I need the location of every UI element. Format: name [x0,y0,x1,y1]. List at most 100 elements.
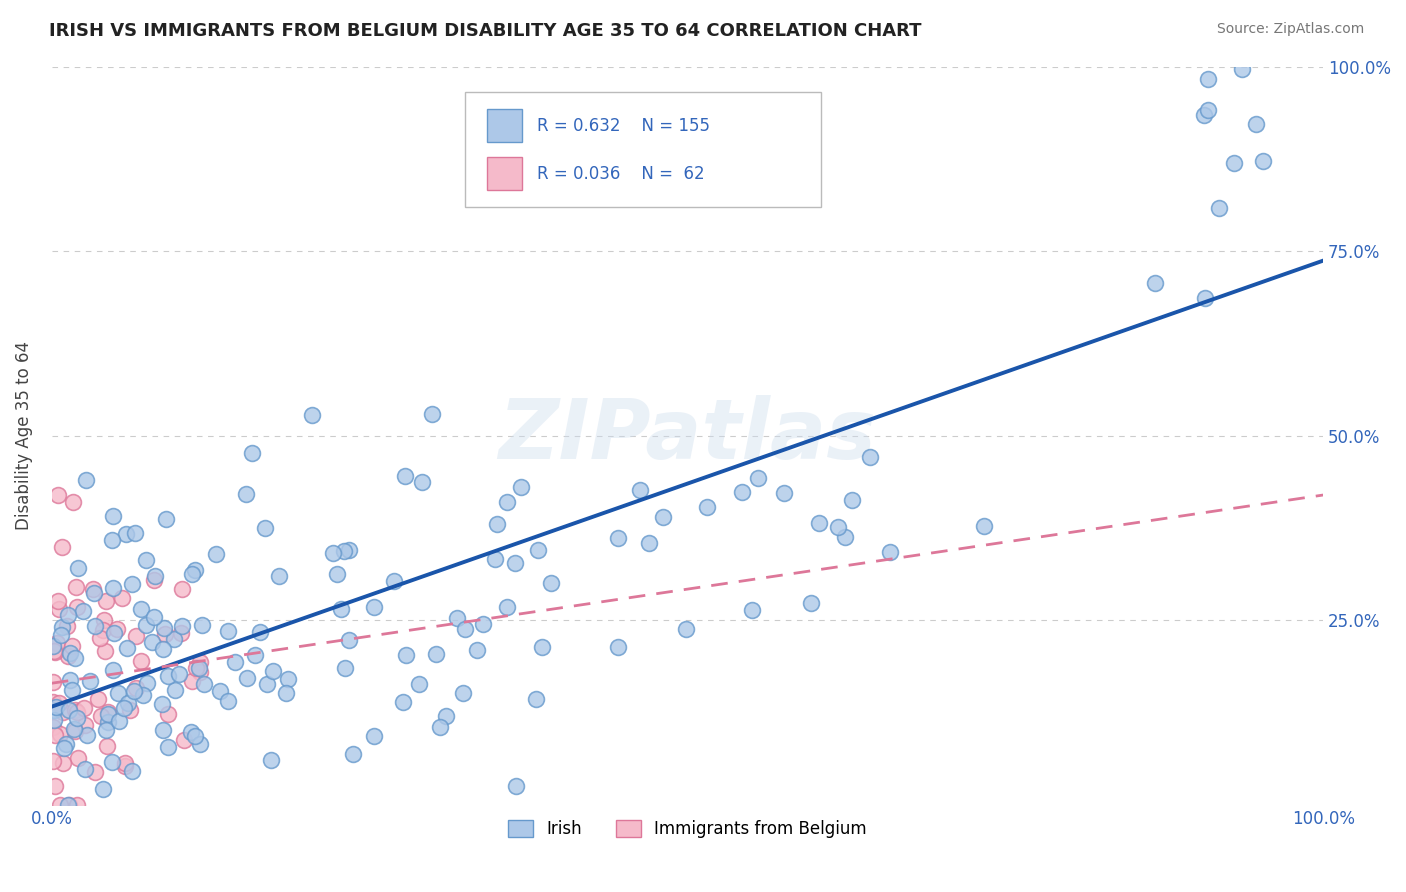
Point [394,648,416,662]
Text: R = 0.632    N = 155: R = 0.632 N = 155 [537,117,710,135]
Point [45,635,67,649]
Point [52,740,75,755]
Point [42,639,65,653]
Point [93,613,115,627]
Point [153,627,176,641]
Legend: Irish, Immigrants from Belgium: Irish, Immigrants from Belgium [502,814,873,845]
Point [188,738,211,752]
Point [465,643,488,657]
Point [42,713,65,727]
Point [56,649,79,664]
Point [193,677,215,691]
FancyBboxPatch shape [486,157,522,190]
Point [180,567,202,582]
Point [242,445,264,459]
Point [105,622,128,636]
Point [58,797,80,812]
Point [859,450,882,465]
Point [156,706,179,721]
Point [1208,201,1230,215]
Point [152,642,174,657]
Point [446,610,468,624]
Point [799,596,821,610]
Point [76,728,98,742]
Point [52,706,75,720]
Point [44,780,66,794]
Point [496,494,519,508]
Point [44,728,66,742]
Point [108,714,131,728]
Point [503,556,526,570]
Point [125,681,148,696]
Point [67,561,90,575]
Point [135,618,157,632]
Point [1244,117,1267,131]
Point [879,545,901,559]
Point [143,573,166,587]
Point [62,495,84,509]
Point [224,655,246,669]
Text: Source: ZipAtlas.com: Source: ZipAtlas.com [1216,22,1364,37]
Point [326,566,349,581]
Point [454,622,477,636]
Point [51,540,73,554]
Point [236,671,259,685]
Point [94,594,117,608]
Point [87,692,110,706]
Point [217,694,239,708]
Point [44,703,66,717]
Point [392,695,415,709]
Point [52,756,75,770]
Point [48,696,70,710]
Point [167,666,190,681]
Point [606,640,628,654]
Point [243,648,266,662]
Point [382,574,405,589]
Point [184,729,207,743]
Point [495,600,517,615]
Point [83,586,105,600]
Point [607,531,630,545]
Point [84,764,107,779]
Point [191,617,214,632]
Point [807,516,830,530]
Point [42,675,65,690]
Text: ZIPatlas: ZIPatlas [499,395,876,476]
Point [153,621,176,635]
Point [425,647,447,661]
Point [101,581,124,595]
Point [56,607,79,622]
Point [363,599,385,614]
Point [42,639,65,653]
Point [124,526,146,541]
Point [505,779,527,793]
Point [156,740,179,755]
Point [55,737,77,751]
Point [59,673,82,687]
Point [114,759,136,773]
Point [485,516,508,531]
Point [342,747,364,761]
Point [73,700,96,714]
Point [107,686,129,700]
Point [115,640,138,655]
Point [1197,71,1219,86]
Point [436,709,458,723]
Point [103,626,125,640]
Point [773,486,796,500]
Point [103,508,125,523]
Point [79,674,101,689]
Point [155,512,177,526]
FancyBboxPatch shape [486,109,522,143]
Point [184,661,207,675]
Point [260,753,283,767]
Point [121,764,143,778]
Point [100,755,122,769]
Point [117,696,139,710]
Point [132,688,155,702]
Point [170,625,193,640]
Point [262,664,284,678]
Point [628,483,651,497]
Point [451,686,474,700]
Point [188,655,211,669]
